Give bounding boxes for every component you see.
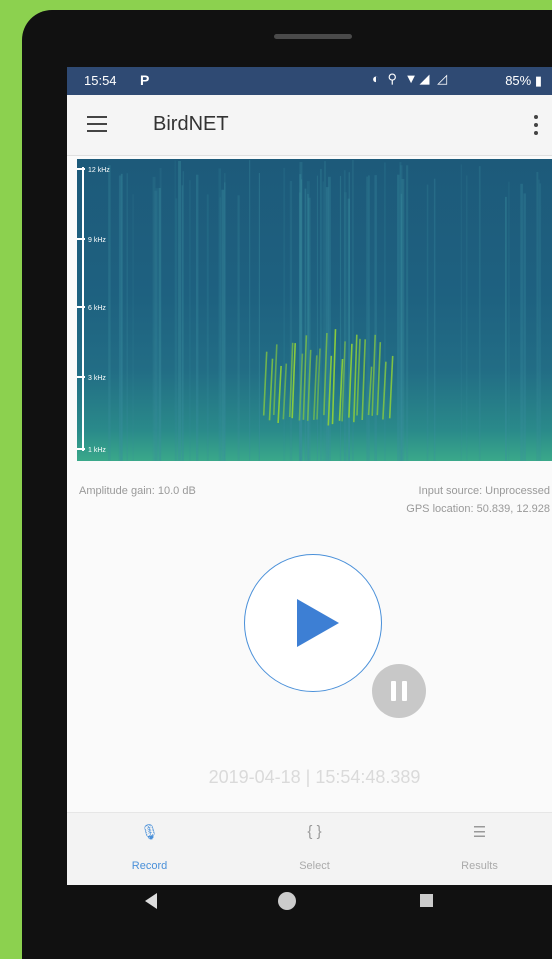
nav-results[interactable]: ☰ Results [397, 813, 552, 885]
frequency-label: 12 kHz [88, 167, 110, 174]
gps-location: GPS location: 50.839, 12.928 [406, 503, 550, 515]
nav-select-label: Select [299, 860, 330, 872]
input-source: Input source: Unprocessed [418, 485, 550, 497]
frequency-label: 3 kHz [88, 375, 106, 382]
bottom-navigation: 🎙 Record { } Select ☰ Results [67, 812, 552, 885]
frequency-label: 6 kHz [88, 305, 106, 312]
frequency-label: 1 kHz [88, 447, 106, 454]
spectrogram: 12 kHz 9 kHz 6 kHz 3 kHz 1 kHz [77, 159, 552, 461]
app-bar: BirdNET [67, 95, 552, 156]
spectrogram-canvas: 12 kHz 9 kHz 6 kHz 3 kHz 1 kHz [77, 160, 542, 461]
pause-button[interactable] [372, 664, 426, 718]
menu-icon[interactable] [87, 116, 107, 132]
nav-record[interactable]: 🎙 Record [67, 813, 232, 885]
home-icon[interactable] [278, 892, 296, 910]
speaker-grille [274, 34, 352, 39]
play-button[interactable] [244, 554, 382, 692]
brackets-icon: { } [307, 823, 322, 840]
nav-record-label: Record [131, 860, 168, 872]
notification-icon: P [140, 72, 150, 88]
system-status-icons: ◐ ⚲ ▼◢ ◿ [372, 71, 450, 86]
frequency-label: 9 kHz [88, 237, 106, 244]
recent-apps-icon[interactable] [420, 894, 433, 907]
status-time: 15:54 [84, 73, 117, 88]
screen: 15:54 P ◐ ⚲ ▼◢ ◿ 85% ▮ BirdNET 12 kHz 9 k… [67, 67, 552, 885]
app-title: BirdNET [153, 113, 229, 135]
back-icon[interactable] [145, 893, 157, 909]
system-navigation-bar [45, 875, 540, 935]
play-icon [297, 599, 339, 647]
nav-select[interactable]: { } Select [232, 813, 397, 885]
list-icon: ☰ [472, 824, 487, 841]
battery-indicator: 85% ▮ [505, 73, 542, 88]
status-bar: 15:54 P ◐ ⚲ ▼◢ ◿ 85% ▮ [67, 67, 552, 95]
microphone-icon: 🎙 [139, 824, 160, 841]
amplitude-gain: Amplitude gain: 10.0 dB [79, 485, 196, 497]
nav-results-label: Results [461, 860, 498, 872]
phone-frame: 15:54 P ◐ ⚲ ▼◢ ◿ 85% ▮ BirdNET 12 kHz 9 k… [22, 10, 552, 959]
pause-icon [391, 681, 396, 701]
recording-timestamp: 2019-04-18 | 15:54:48.389 [208, 767, 421, 787]
more-vert-icon[interactable] [534, 115, 538, 139]
